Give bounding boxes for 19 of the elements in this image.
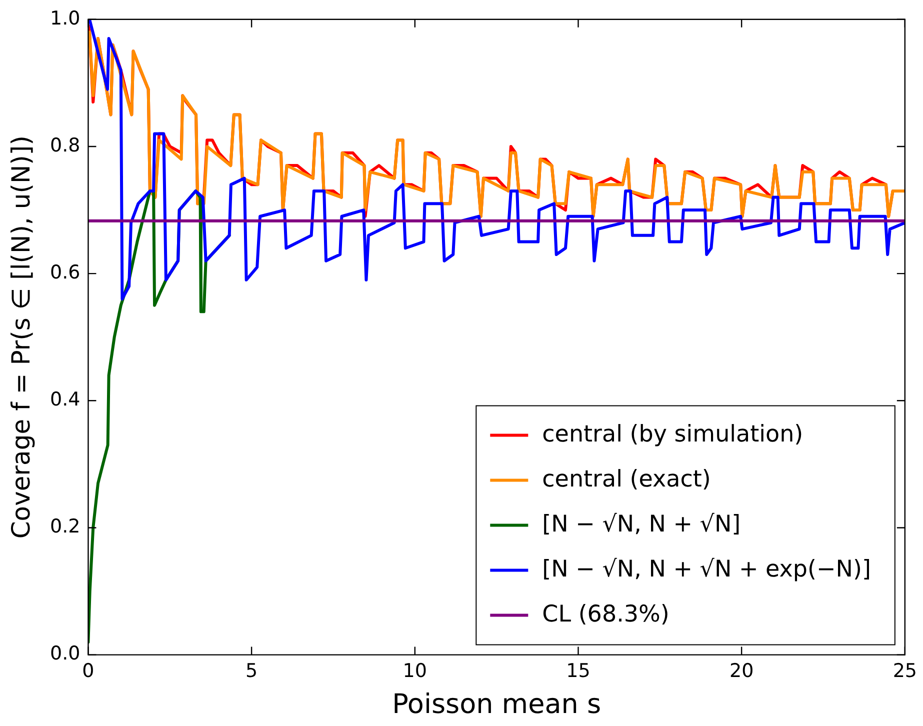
y-tick-label: 0.8: [50, 134, 80, 156]
x-tick-label: 25: [892, 660, 918, 682]
y-tick-label: 0.0: [50, 642, 80, 665]
legend-label: [N − √N, N + √N + exp(−N)]: [542, 556, 871, 582]
x-tick-label: 5: [246, 660, 258, 682]
legend-label: central (by simulation): [542, 421, 804, 448]
legend-label: [N − √N, N + √N]: [542, 511, 741, 538]
y-tick-label: 0.6: [50, 261, 80, 284]
y-axis-title: Coverage f = Pr(s ∈ [l(N), u(N)]): [6, 136, 36, 539]
x-axis-title: Poisson mean s: [392, 688, 602, 720]
y-tick-label: 1.0: [50, 7, 80, 30]
x-tick-label: 20: [729, 660, 754, 682]
y-tick-label: 0.2: [50, 516, 80, 538]
legend-label: CL (68.3%): [542, 601, 670, 628]
y-tick-label: 0.4: [50, 388, 80, 411]
x-tick-label: 0: [82, 660, 94, 682]
legend-label: central (exact): [542, 466, 711, 492]
x-tick-label: 15: [566, 660, 590, 682]
x-tick-label: 10: [402, 660, 427, 682]
